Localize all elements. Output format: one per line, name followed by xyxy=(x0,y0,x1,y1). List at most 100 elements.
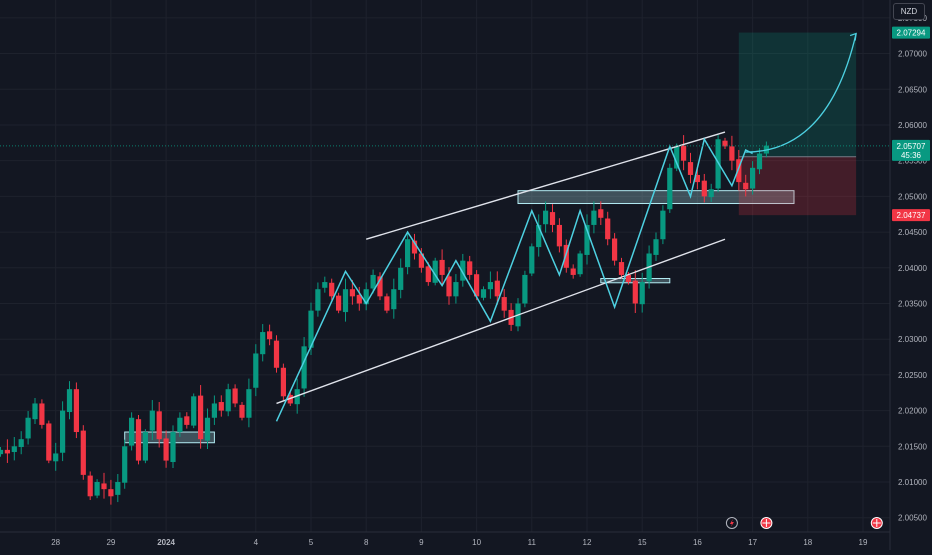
position-target-zone xyxy=(738,32,857,157)
candle-body xyxy=(294,389,300,405)
candle-body xyxy=(605,218,611,240)
candle-body xyxy=(329,282,335,297)
zone-rectangle xyxy=(517,190,795,205)
candle-body xyxy=(522,274,528,304)
candle-body xyxy=(591,210,597,225)
candle-body xyxy=(218,402,224,411)
candle-body xyxy=(32,403,38,420)
candle-body xyxy=(260,332,266,355)
time-tick-label: 9 xyxy=(419,538,424,547)
candle-body xyxy=(756,153,763,170)
candle-body xyxy=(687,162,694,175)
stop-price-label: 2.04737 xyxy=(897,211,926,220)
candle-body xyxy=(363,289,369,305)
long-position-box xyxy=(738,32,857,216)
time-tick-label: 11 xyxy=(528,538,537,547)
candle-body xyxy=(239,404,245,418)
chart-grid xyxy=(0,0,890,532)
time-tick-label: 8 xyxy=(364,538,369,547)
candle-body xyxy=(122,446,128,483)
candle-body xyxy=(563,244,569,268)
candle-body xyxy=(625,274,631,283)
candle-body xyxy=(549,212,556,225)
time-tick-label: 10 xyxy=(472,538,481,547)
candle-body xyxy=(287,394,293,404)
candle-body xyxy=(349,289,355,297)
candle-body xyxy=(398,267,404,290)
candle-body xyxy=(439,259,445,275)
candle-body xyxy=(618,262,625,275)
candle-body xyxy=(736,159,742,183)
candle-body xyxy=(384,296,390,311)
candle-body xyxy=(694,174,700,183)
time-tick-label: 12 xyxy=(583,538,592,547)
candle-body xyxy=(129,417,135,446)
candle-body xyxy=(529,246,535,274)
candle-body xyxy=(273,340,280,368)
candle-body xyxy=(156,411,162,440)
candle-body xyxy=(170,432,176,463)
candle-body xyxy=(446,276,452,297)
candle-body xyxy=(46,423,52,461)
price-tick-label: 2.04500 xyxy=(898,228,927,237)
channel-line xyxy=(365,131,726,240)
candle-body xyxy=(115,482,121,495)
time-tick-label: 16 xyxy=(693,538,702,547)
price-tick-label: 2.05500 xyxy=(898,157,927,166)
candle-body xyxy=(460,260,466,281)
candle-body xyxy=(39,403,45,425)
candle-body xyxy=(73,389,79,433)
candle-body xyxy=(94,482,100,496)
candle-body xyxy=(4,449,10,454)
candle-body xyxy=(342,289,349,313)
candle-body xyxy=(743,182,749,190)
candle-body xyxy=(25,417,31,439)
candle-body xyxy=(308,310,314,348)
time-tick-label: 15 xyxy=(638,538,647,547)
candle-body xyxy=(60,410,66,453)
candle-body xyxy=(280,367,286,397)
candle-body xyxy=(391,289,397,310)
candle-body xyxy=(315,289,321,311)
current-price-badge xyxy=(892,139,930,161)
time-tick-label: 29 xyxy=(106,538,115,547)
price-tick-label: 2.02000 xyxy=(898,407,927,416)
price-tick-label: 2.04000 xyxy=(898,264,927,273)
candle-body xyxy=(405,239,411,268)
price-tick-label: 2.03000 xyxy=(898,335,927,344)
projection-curve xyxy=(745,33,857,153)
candle-body xyxy=(80,430,86,475)
candle-body xyxy=(225,389,231,412)
candle-body xyxy=(494,280,500,297)
candle-body xyxy=(487,282,493,290)
currency-selector[interactable]: NZD xyxy=(893,3,925,20)
candle-body xyxy=(253,353,259,388)
candle-body xyxy=(501,297,507,311)
candle-body xyxy=(377,276,383,297)
price-tick-label: 2.01500 xyxy=(898,442,927,451)
candle-body xyxy=(556,224,562,247)
target-price-badge xyxy=(892,26,930,39)
candle-body xyxy=(660,210,666,240)
candle-body xyxy=(708,189,714,198)
price-tick-label: 2.05000 xyxy=(898,192,927,201)
chart-drawings xyxy=(0,32,890,422)
time-tick-label: 2024 xyxy=(157,538,175,547)
candle-body xyxy=(639,282,645,305)
candle-body xyxy=(750,167,756,189)
candle-body xyxy=(232,388,238,404)
current-price-label: 2.05707 xyxy=(897,142,926,151)
flag-icon xyxy=(870,517,883,529)
price-tick-label: 2.00500 xyxy=(898,514,927,523)
price-tick-label: 2.01000 xyxy=(898,478,927,487)
candle-body xyxy=(246,389,252,418)
time-tick-label: 28 xyxy=(51,538,60,547)
price-tick-label: 2.07000 xyxy=(898,50,927,59)
time-tick-label: 4 xyxy=(254,538,259,547)
candle-body xyxy=(570,268,576,275)
candle-body xyxy=(411,240,418,254)
candle-body xyxy=(577,253,583,275)
time-tick-label: 5 xyxy=(309,538,314,547)
